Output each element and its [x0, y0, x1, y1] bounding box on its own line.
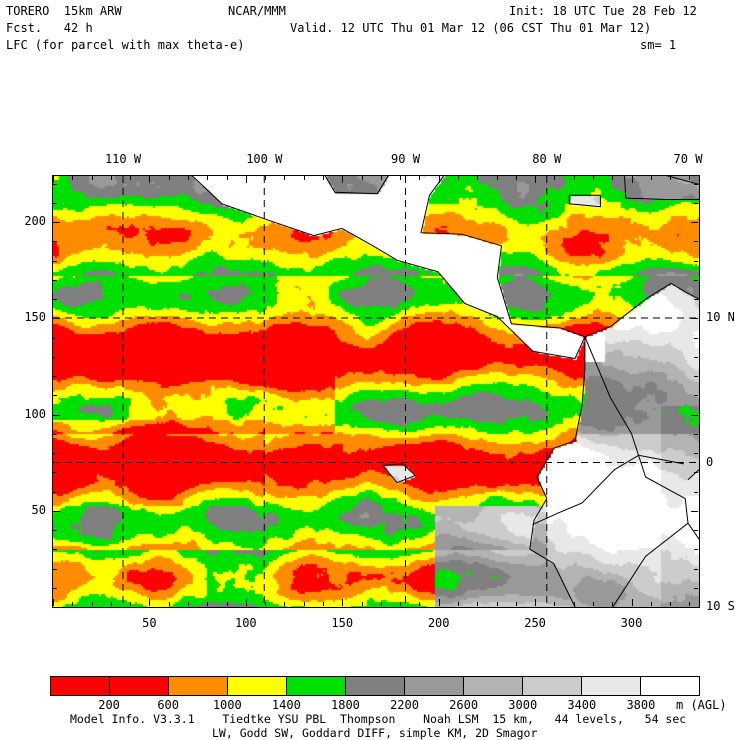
national-border [612, 522, 689, 607]
colorbar-segment [346, 677, 405, 695]
center-label: NCAR/MMM [228, 4, 286, 18]
axis-tick-label: 250 [524, 616, 546, 630]
coastline-hisp [623, 176, 699, 200]
coastline-mexico [191, 176, 586, 360]
axis-tick-label: 300 [620, 616, 643, 630]
colorbar-segment [523, 677, 582, 695]
axis-tick-label: 10 N [706, 310, 735, 324]
axis-tick-label: 100 [234, 616, 257, 630]
colorbar-tick-label: 3000 [508, 698, 538, 712]
smoothing-label: sm= 1 [640, 38, 677, 52]
axis-tick-label: 70 W [673, 152, 703, 166]
coastline-overlay [53, 176, 699, 607]
colorbar-tick-label: 3400 [567, 698, 597, 712]
national-border [532, 454, 684, 526]
valid-time-label: Valid. 12 UTC Thu 01 Mar 12 (06 CST Thu … [290, 21, 652, 35]
national-border [687, 469, 699, 481]
colorbar-segment [51, 677, 110, 695]
colorbar-segment [287, 677, 346, 695]
coastline-samerica [529, 282, 699, 607]
colorbar-tick-label: 2200 [390, 698, 419, 712]
national-border [584, 336, 689, 524]
colorbar-tick-label: 1800 [331, 698, 360, 712]
axis-tick-label: 90 W [391, 152, 420, 166]
colorbar-segment [582, 677, 641, 695]
colorbar-segment [641, 677, 699, 695]
colorbar-tick-label: 600 [157, 698, 180, 712]
national-border [687, 522, 699, 540]
model-info-line-2: LW, Godd SW, Goddard DIFF, simple KM, 2D… [212, 726, 538, 740]
axis-tick-label: 100 W [246, 152, 283, 166]
colorbar-tick-label: 2600 [449, 698, 479, 712]
model-title: TORERO 15km ARW [6, 4, 122, 18]
colorbar-tick-label: 1000 [212, 698, 242, 712]
colorbar-segment [405, 677, 464, 695]
colorbar-segment [464, 677, 523, 695]
map-plot-area [52, 175, 700, 608]
colorbar-tick-label: 1400 [271, 698, 301, 712]
axis-tick-label: 0 [706, 454, 714, 469]
coastline-jam [568, 194, 601, 208]
coastline-gal [382, 463, 417, 484]
axis-tick-label: 50 [31, 502, 46, 517]
axis-tick-label: 50 [142, 616, 157, 630]
colorbar [50, 676, 700, 696]
model-info-line-1: Model Info. V3.3.1 Tiedtke YSU PBL Thomp… [70, 712, 687, 726]
forecast-hour-label: Fcst. 42 h [6, 21, 93, 35]
axis-tick-label: 200 [427, 616, 450, 630]
init-time-label: Init: 18 UTC Tue 28 Feb 12 [509, 4, 697, 18]
axis-tick-label: 10 S [706, 599, 735, 613]
colorbar-segment [228, 677, 287, 695]
axis-tick-label: 150 [24, 310, 46, 325]
field-name-label: LFC (for parcel with max theta-e) [6, 38, 245, 52]
colorbar-segment [169, 677, 228, 695]
axis-tick-label: 110 W [104, 152, 142, 166]
axis-tick-label: 80 W [532, 152, 562, 166]
axis-tick-label: 200 [24, 214, 46, 229]
colorbar-units-label: m (AGL) [676, 698, 727, 712]
colorbar-tick-label: 200 [98, 698, 120, 712]
axis-tick-label: 150 [331, 616, 354, 630]
colorbar-segment [110, 677, 169, 695]
colorbar-tick-label: 3800 [626, 698, 656, 712]
axis-tick-label: 100 [24, 406, 46, 421]
